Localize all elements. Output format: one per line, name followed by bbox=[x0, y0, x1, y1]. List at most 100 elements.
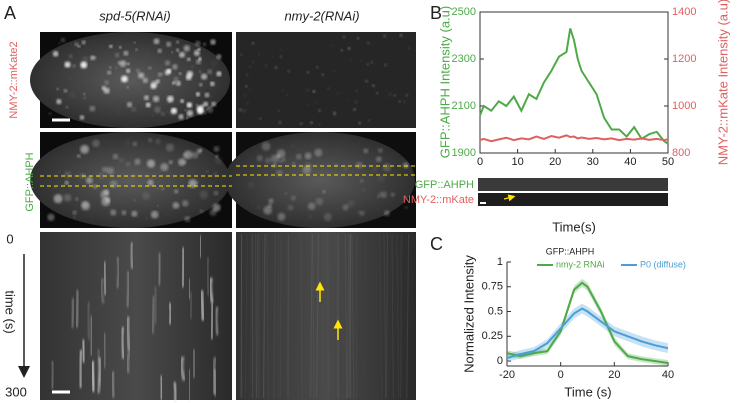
streak bbox=[379, 233, 383, 399]
speckle bbox=[62, 71, 65, 74]
error-band bbox=[507, 278, 668, 366]
speckle bbox=[49, 49, 52, 52]
speckle bbox=[64, 180, 69, 186]
speckle bbox=[403, 100, 406, 103]
speckle bbox=[215, 154, 219, 158]
speckle bbox=[388, 92, 392, 96]
y-axis-label: Normalized Intensity bbox=[461, 255, 476, 373]
streak bbox=[256, 233, 259, 399]
speckle bbox=[353, 42, 355, 45]
y2-tick-label: 1000 bbox=[672, 100, 696, 112]
speckle bbox=[58, 42, 61, 45]
x-tick-label: 0 bbox=[558, 369, 564, 381]
speckle bbox=[405, 40, 406, 41]
speckle bbox=[120, 65, 121, 66]
y2-tick-label: 1200 bbox=[672, 53, 696, 65]
speckle bbox=[204, 92, 210, 98]
speckle bbox=[63, 171, 72, 179]
speckle bbox=[284, 192, 288, 195]
speckle bbox=[185, 74, 192, 81]
x-tick-label: 20 bbox=[549, 156, 561, 168]
speckle bbox=[380, 191, 388, 198]
speckle bbox=[133, 49, 135, 51]
speckle bbox=[137, 72, 145, 79]
speckle bbox=[383, 34, 386, 38]
y2-tick-label: 800 bbox=[672, 147, 690, 159]
speckle bbox=[253, 71, 255, 73]
speckle bbox=[359, 89, 361, 91]
speckle bbox=[145, 102, 151, 108]
speckle bbox=[260, 77, 262, 79]
speckle bbox=[146, 217, 148, 220]
speckle bbox=[173, 76, 179, 82]
micrographs bbox=[30, 32, 416, 403]
speckle bbox=[402, 162, 409, 169]
speckle bbox=[330, 180, 333, 183]
speckle bbox=[156, 187, 159, 190]
speckle bbox=[184, 55, 192, 63]
speckle bbox=[166, 68, 172, 74]
speckle bbox=[56, 98, 62, 105]
speckle bbox=[175, 80, 181, 86]
speckle bbox=[64, 61, 71, 68]
speckle bbox=[81, 40, 86, 45]
speckle bbox=[167, 213, 169, 215]
plot-frame bbox=[479, 11, 669, 154]
y-tick-label: 2100 bbox=[452, 100, 476, 112]
y2-tick-label: 1400 bbox=[672, 6, 696, 18]
speckle bbox=[384, 98, 387, 101]
speckle bbox=[306, 88, 309, 92]
speckle bbox=[310, 121, 313, 124]
speckle bbox=[377, 174, 386, 182]
line bbox=[479, 28, 669, 145]
speckle bbox=[161, 186, 165, 191]
speckle bbox=[211, 60, 218, 67]
speckle bbox=[77, 154, 81, 158]
speckle bbox=[176, 40, 180, 44]
speckle bbox=[332, 108, 335, 111]
speckle bbox=[307, 202, 316, 210]
speckle bbox=[168, 160, 173, 165]
speckle bbox=[90, 55, 96, 61]
speckle bbox=[178, 72, 182, 75]
speckle bbox=[261, 44, 263, 46]
speckle bbox=[171, 82, 175, 85]
speckle bbox=[356, 161, 363, 169]
speckle bbox=[210, 39, 216, 45]
speckle bbox=[150, 210, 159, 219]
x-tick-label: 20 bbox=[608, 369, 620, 381]
streak bbox=[206, 257, 210, 296]
streak bbox=[310, 233, 313, 399]
speckle bbox=[358, 121, 362, 125]
speckle bbox=[106, 167, 115, 175]
speckle bbox=[170, 109, 177, 116]
speckle bbox=[405, 94, 409, 97]
speckle bbox=[376, 91, 379, 95]
speckle bbox=[191, 151, 199, 159]
speckle bbox=[291, 144, 295, 149]
speckle bbox=[367, 41, 370, 45]
time-start: 0 bbox=[6, 231, 13, 246]
speckle bbox=[391, 37, 394, 40]
speckle bbox=[271, 55, 274, 58]
speckle bbox=[204, 183, 212, 191]
x-tick-label: 40 bbox=[662, 369, 674, 381]
speckle bbox=[410, 77, 412, 79]
speckle bbox=[92, 139, 100, 148]
speckle bbox=[119, 46, 122, 49]
speckle bbox=[291, 161, 296, 166]
speckle bbox=[308, 91, 310, 93]
speckle bbox=[356, 36, 360, 40]
speckle bbox=[83, 92, 86, 96]
speckle bbox=[407, 47, 410, 50]
speckle bbox=[69, 92, 75, 98]
streak bbox=[209, 303, 214, 340]
speckle bbox=[247, 182, 254, 189]
speckle bbox=[183, 150, 193, 160]
streak bbox=[188, 278, 191, 300]
speckle bbox=[85, 176, 93, 184]
streak bbox=[347, 233, 350, 399]
speckle bbox=[77, 44, 81, 48]
speckle bbox=[376, 201, 377, 202]
